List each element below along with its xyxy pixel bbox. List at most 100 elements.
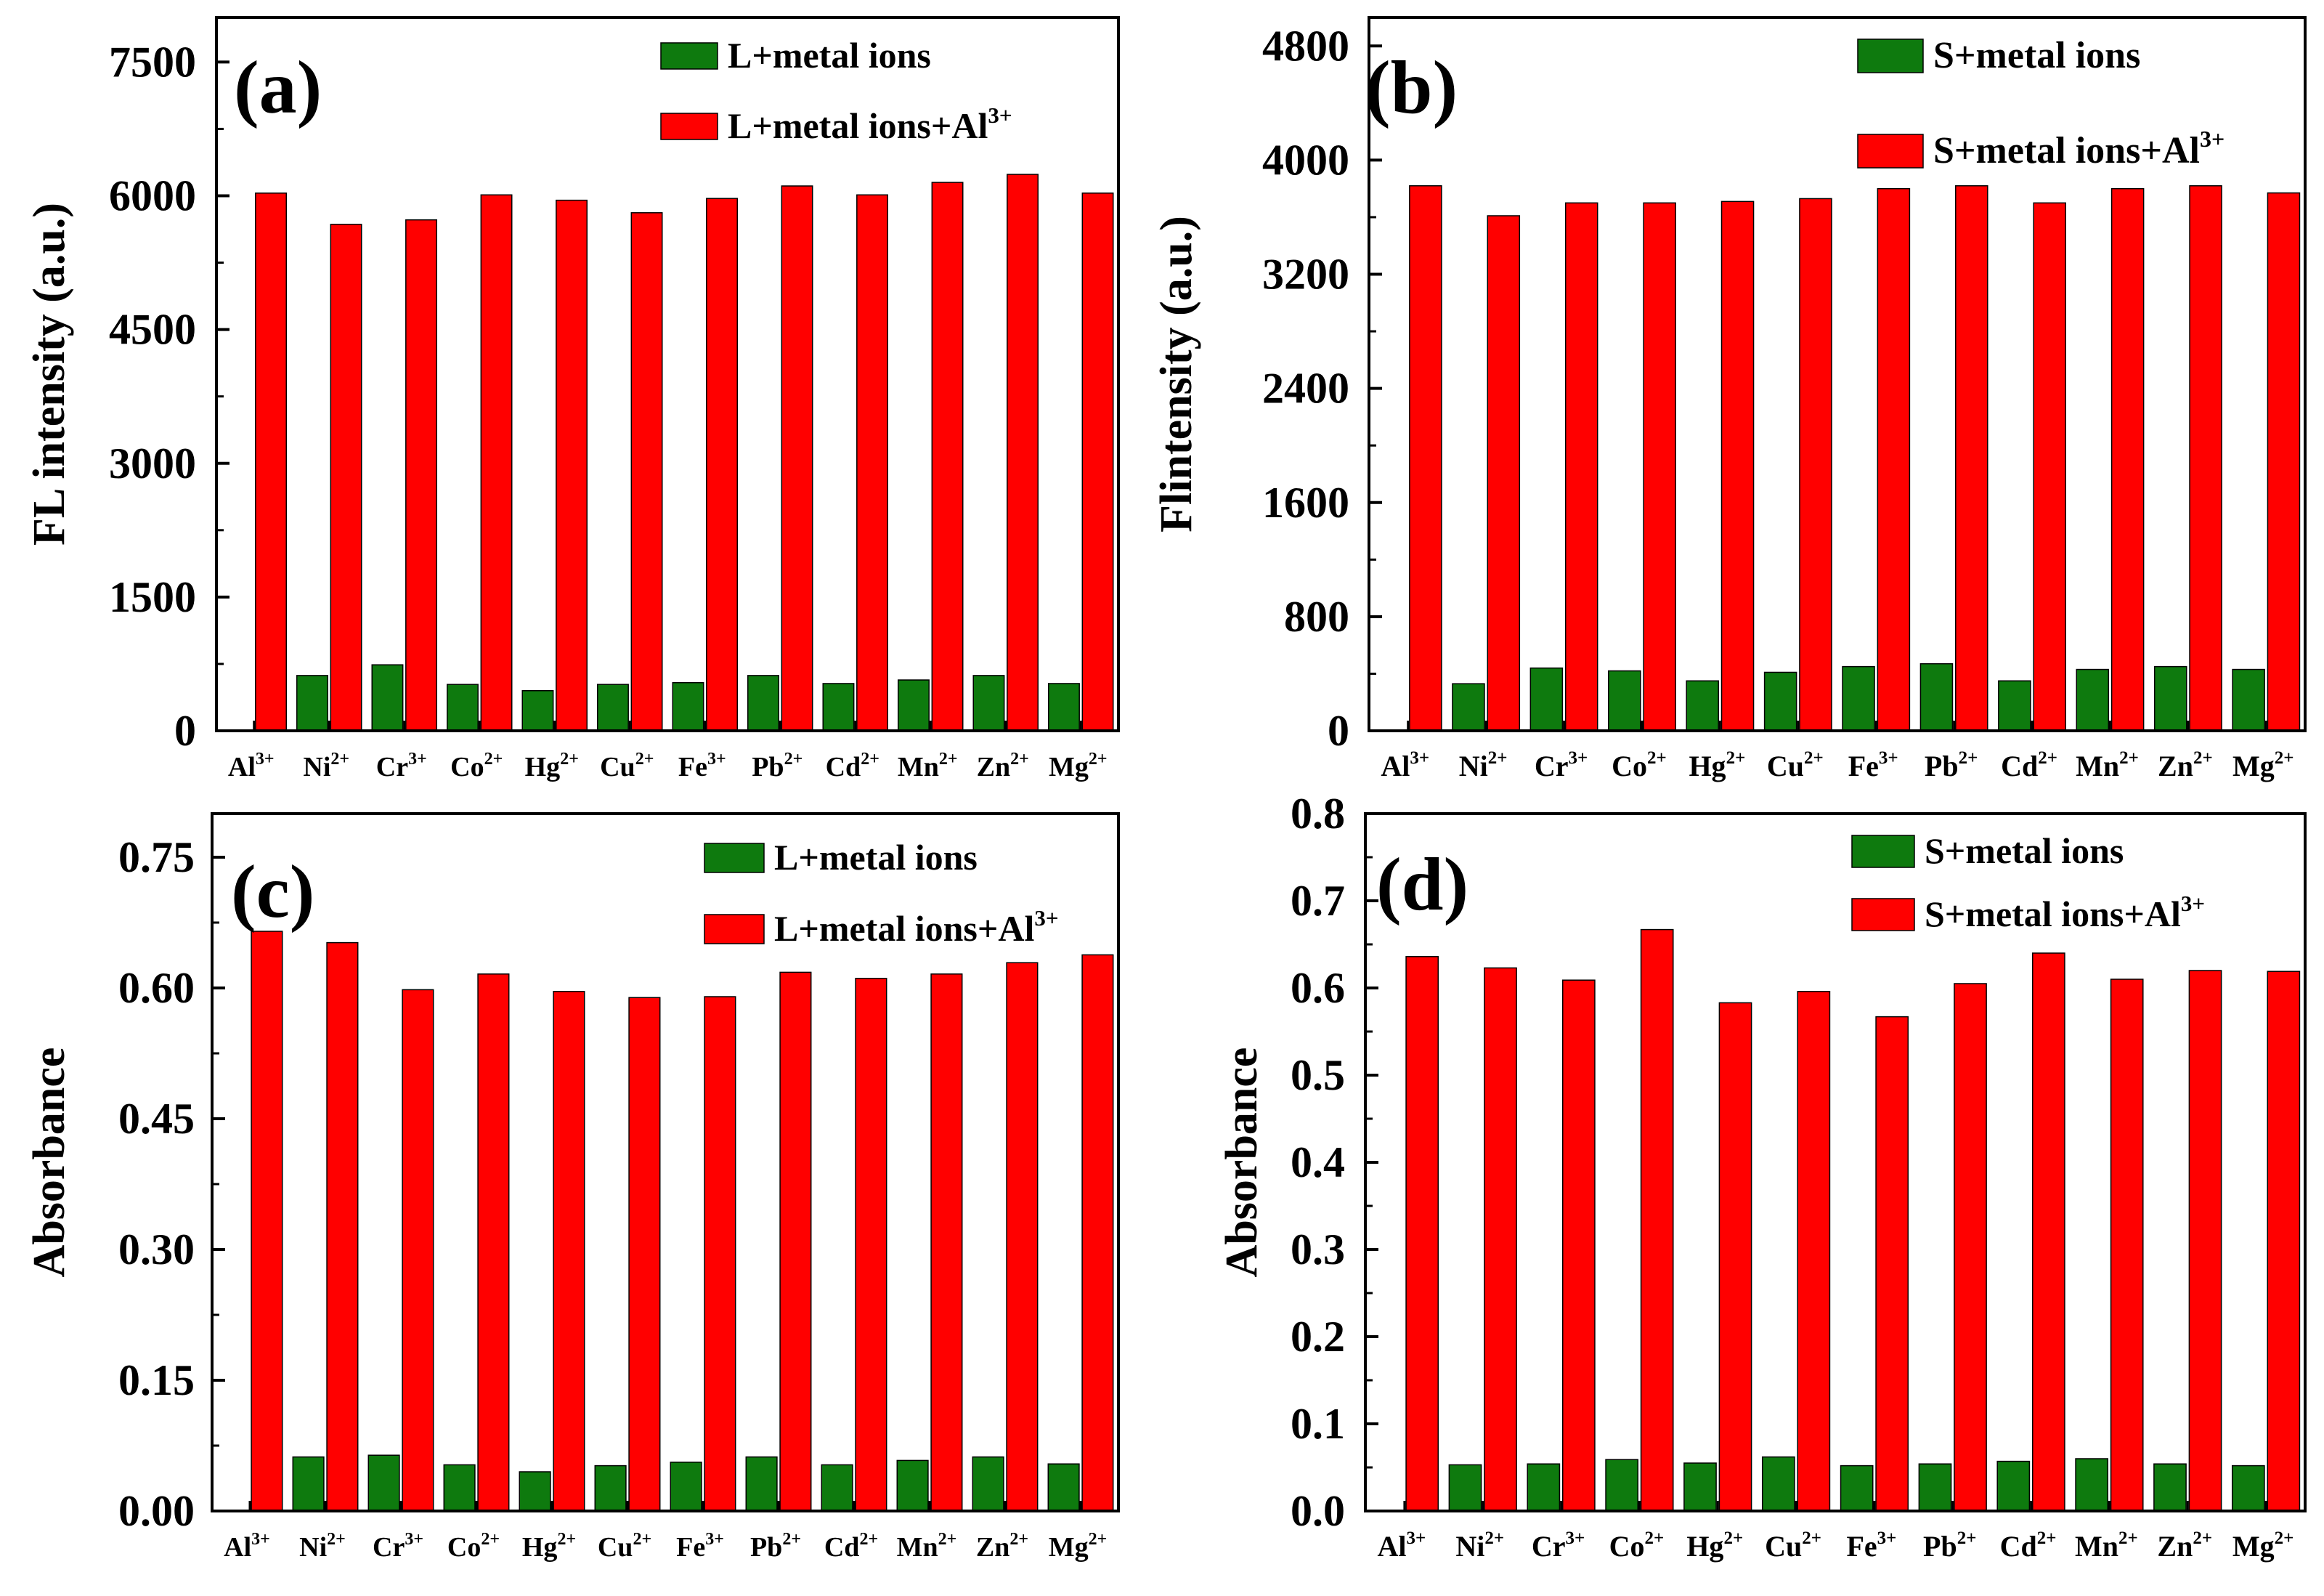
legend-label-red: L+metal ions+Al3+ [728, 102, 1012, 146]
bar-red-cu [1797, 991, 1831, 1512]
y-tick-label: 4000 [1262, 136, 1349, 184]
legend-label-red-base: L+metal ions+Al [728, 105, 988, 146]
legend-swatch-red [704, 914, 765, 944]
x-tick-label-cu-sup: 2+ [1802, 1528, 1821, 1548]
bar-green-zn [972, 675, 1005, 732]
y-tick-label: 1500 [109, 573, 196, 621]
x-tick-label-zn-sup: 2+ [2193, 1528, 2212, 1548]
x-tick-label-fe-base: Fe [1846, 1530, 1877, 1563]
bar-red-cd [856, 194, 889, 732]
y-tick-label: 0 [174, 707, 196, 755]
x-tick-label-hg: Hg2+ [525, 750, 579, 782]
plot-frame [215, 16, 1120, 732]
x-tick-label-zn-base: Zn [976, 1532, 1009, 1563]
bar-red-ni [330, 224, 362, 732]
x-tick-label-cu-base: Cu [1765, 1530, 1802, 1563]
x-tick-label-fe-base: Fe [676, 1532, 705, 1563]
bar-red-co [1643, 202, 1676, 732]
y-tick-label: 0.4 [1291, 1138, 1345, 1186]
y-tick-label: 0.00 [118, 1487, 195, 1535]
bar-green-co [443, 1464, 476, 1512]
bar-green-hg [1683, 1462, 1717, 1512]
bar-green-fe [670, 1462, 702, 1512]
y-tick-label: 0.3 [1291, 1226, 1345, 1273]
bar-red-cd [855, 978, 887, 1512]
x-tick-label-cd-base: Cd [824, 1532, 860, 1563]
x-tick-label-hg-sup: 2+ [557, 1530, 576, 1549]
x-tick-label-mn: Mn2+ [897, 1530, 957, 1563]
x-tick-label-co-sup: 2+ [1647, 748, 1667, 768]
x-tick-label-ni-sup: 2+ [1484, 1528, 1504, 1548]
x-tick-label-cu-base: Cu [1767, 750, 1804, 782]
x-tick-label-cd-base: Cd [2001, 750, 2038, 782]
bar-red-mg [1081, 193, 1114, 732]
legend-label-green-base: L+metal ions [728, 35, 931, 76]
bar-green-mn [896, 1459, 929, 1512]
x-tick-label-pb-base: Pb [752, 752, 784, 782]
bar-green-mg [1047, 1463, 1080, 1512]
x-tick-label-ni: Ni2+ [1455, 1528, 1504, 1563]
x-tick-label-mn: Mn2+ [2075, 1528, 2138, 1563]
x-tick-label-cd: Cd2+ [2001, 748, 2057, 782]
legend-label-red-sup: 3+ [2181, 891, 2205, 916]
x-tick-label-fe: Fe3+ [676, 1530, 724, 1563]
x-tick-label-co: Co2+ [1612, 748, 1667, 782]
bar-red-mn [931, 182, 964, 732]
x-tick-label-al: Al3+ [228, 750, 275, 782]
y-tick-label: 1600 [1262, 479, 1349, 527]
x-tick-label-pb-base: Pb [1923, 1530, 1957, 1563]
x-tick-label-al-base: Al [224, 1532, 251, 1563]
bar-red-mg [2267, 971, 2301, 1512]
x-tick-label-pb-sup: 2+ [1957, 1528, 1977, 1548]
legend-label-red-sup: 3+ [988, 102, 1012, 128]
x-tick-label-hg: Hg2+ [1686, 1528, 1743, 1563]
x-tick-label-pb-sup: 2+ [782, 1530, 801, 1549]
bar-green-hg [519, 1471, 551, 1512]
y-axis-label: Absorbance [25, 1048, 74, 1278]
x-tick-label-fe: Fe3+ [678, 750, 726, 782]
legend-swatch-red [660, 113, 718, 140]
bar-green-zn [972, 1456, 1004, 1512]
x-tick-label-mg-base: Mg [1049, 752, 1089, 782]
bar-red-cr [402, 989, 434, 1512]
y-tick-label: 0.7 [1291, 877, 1345, 925]
x-tick-label-cu-sup: 2+ [1804, 748, 1824, 768]
x-tick-label-mn-base: Mn [897, 1532, 938, 1563]
bar-green-cd [822, 683, 855, 732]
x-tick-label-zn: Zn2+ [977, 750, 1029, 782]
x-tick-label-mg-base: Mg [1049, 1532, 1089, 1563]
x-tick-label-cr: Cr3+ [1532, 1528, 1585, 1563]
y-tick-label: 3200 [1262, 251, 1349, 299]
bar-red-mn [2110, 187, 2145, 732]
bar-red-pb [781, 185, 813, 732]
bar-green-zn [2153, 1463, 2187, 1512]
x-tick-label-fe: Fe3+ [1848, 748, 1898, 782]
legend-label-green: S+metal ions [1933, 35, 2140, 76]
x-tick-label-co: Co2+ [447, 1530, 500, 1563]
bar-red-cu [1799, 198, 1832, 732]
x-tick-label-mn: Mn2+ [898, 750, 958, 782]
bar-red-zn [2188, 970, 2222, 1512]
x-tick-label-cu-base: Cu [598, 1532, 633, 1563]
y-tick-label: 0.45 [118, 1095, 195, 1143]
x-tick-label-pb: Pb2+ [1923, 1528, 1976, 1563]
bar-green-pb [1918, 1463, 1952, 1512]
bar-red-pb [1955, 185, 1988, 732]
x-tick-label-pb: Pb2+ [752, 750, 803, 782]
x-tick-label-cd-base: Cd [826, 752, 861, 782]
x-tick-label-co-sup: 2+ [1644, 1528, 1664, 1548]
x-tick-label-ni: Ni2+ [1459, 748, 1508, 782]
legend-swatch-green [660, 42, 718, 70]
x-tick-label-hg-base: Hg [522, 1532, 558, 1563]
bar-red-mg [1081, 954, 1114, 1512]
bar-green-mn [2075, 1458, 2109, 1512]
x-tick-label-hg-sup: 2+ [1723, 1528, 1743, 1548]
x-tick-label-hg-sup: 2+ [1726, 748, 1746, 768]
x-tick-label-cr-sup: 3+ [1566, 1528, 1585, 1548]
y-tick-label: 6000 [109, 172, 196, 220]
bar-red-co [477, 973, 510, 1512]
